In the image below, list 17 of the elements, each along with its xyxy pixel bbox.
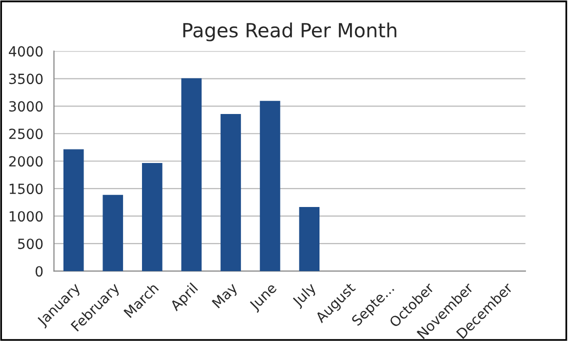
chart-title: Pages Read Per Month bbox=[183, 22, 396, 42]
y-tick-label: 0 bbox=[36, 266, 43, 277]
bar bbox=[260, 100, 280, 272]
y-tick-label: 3000 bbox=[9, 101, 43, 112]
y-tick-label: 1500 bbox=[10, 184, 43, 194]
bar bbox=[102, 194, 124, 272]
y-tick-label: 4000 bbox=[8, 46, 43, 57]
bar bbox=[181, 78, 202, 272]
bar bbox=[220, 114, 241, 272]
bar bbox=[299, 206, 320, 272]
bar bbox=[142, 162, 162, 272]
y-tick-label: 2500 bbox=[9, 128, 43, 140]
y-tick-label: 1000 bbox=[10, 211, 43, 222]
y-tick-label: 3500 bbox=[9, 74, 43, 84]
y-tick-label: 500 bbox=[18, 238, 43, 250]
bar bbox=[63, 149, 84, 272]
y-tick-label: 2000 bbox=[9, 156, 43, 167]
